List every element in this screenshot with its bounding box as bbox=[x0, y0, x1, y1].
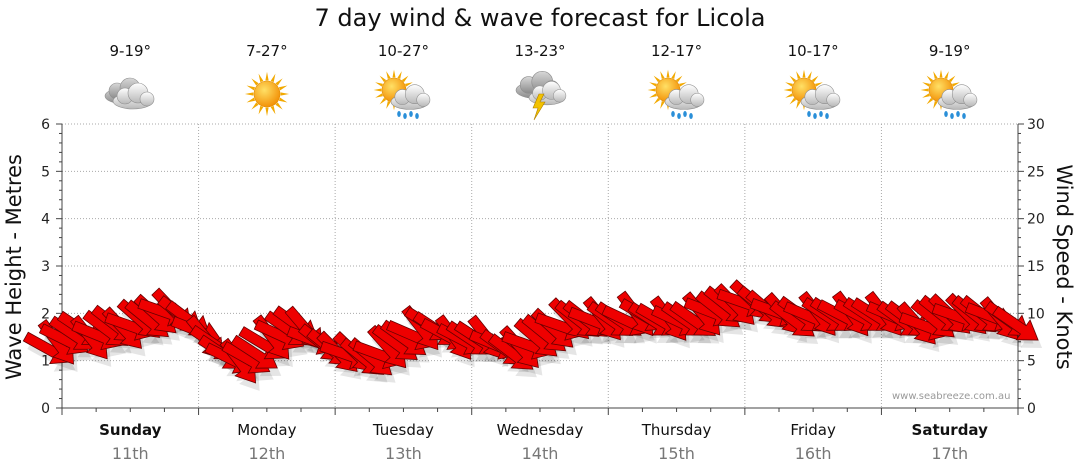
day-temperature: 12-17° bbox=[651, 42, 703, 60]
x-tick-label-date: 15th bbox=[658, 444, 695, 463]
sun-rain-icon bbox=[642, 64, 712, 124]
x-tick-label-date: 11th bbox=[111, 444, 149, 463]
y-right-tick-label: 5 bbox=[1027, 354, 1036, 370]
y-right-tick-label: 20 bbox=[1027, 212, 1045, 228]
storm-icon bbox=[505, 64, 575, 124]
wind-arrow bbox=[230, 334, 278, 369]
x-tick-label-day: Friday bbox=[790, 421, 836, 439]
x-tick-label-date: 16th bbox=[794, 444, 832, 463]
temperature-row: 9-19° 7-27° 10-27° 13-23° 12-17° 10-17° 9-19° bbox=[0, 42, 1080, 66]
day-temperature: 10-27° bbox=[377, 42, 429, 60]
x-tick-label-date: 12th bbox=[248, 444, 286, 463]
y-left-tick-label: 5 bbox=[41, 164, 50, 180]
y-left-tick-label: 1 bbox=[41, 354, 50, 370]
x-tick-label-day: Thursday bbox=[641, 421, 712, 439]
x-tick-label-date: 13th bbox=[385, 444, 422, 463]
chart-title: 7 day wind & wave forecast for Licola bbox=[314, 4, 766, 32]
axes: 0 1 2 3 4 5 6 0 5 10 15 20 25 30 bbox=[41, 117, 1045, 417]
day-temperature: 13-23° bbox=[514, 42, 566, 60]
x-tick-label-day: Tuesday bbox=[372, 421, 434, 439]
y-right-tick-label: 15 bbox=[1027, 259, 1045, 275]
y-right-tick-label: 30 bbox=[1027, 117, 1045, 133]
y-left-tick-label: 0 bbox=[41, 401, 50, 417]
x-tick-label-day: Saturday bbox=[911, 421, 988, 439]
y-right-tick-label: 0 bbox=[1027, 401, 1036, 417]
y-right-tick-label: 10 bbox=[1027, 306, 1045, 322]
x-tick-label-date: 17th bbox=[931, 444, 969, 463]
cloud-icon bbox=[95, 64, 165, 124]
wind-arrow bbox=[991, 305, 1039, 341]
sun-rain-icon bbox=[778, 64, 848, 124]
y-left-tick-label: 3 bbox=[41, 259, 50, 275]
day-temperature: 9-19° bbox=[928, 42, 971, 60]
day-temperature: 9-19° bbox=[109, 42, 152, 60]
sun-rain-icon bbox=[368, 64, 438, 124]
grid-lines bbox=[62, 123, 1018, 408]
y-left-tick-label: 4 bbox=[41, 212, 50, 228]
sun-rain-icon bbox=[915, 64, 985, 124]
wind-arrows bbox=[22, 279, 1039, 384]
credit-text: www.seabreeze.com.au bbox=[892, 391, 1011, 402]
day-temperature: 10-17° bbox=[787, 42, 839, 60]
x-tick-label-day: Wednesday bbox=[496, 421, 584, 439]
x-tick-label-date: 14th bbox=[521, 444, 559, 463]
x-tick-label-day: Sunday bbox=[99, 421, 162, 439]
y-left-tick-label: 6 bbox=[41, 117, 50, 133]
sun-icon bbox=[232, 64, 302, 124]
y-right-tick-label: 25 bbox=[1027, 164, 1045, 180]
weather-icon-row bbox=[0, 64, 1080, 124]
x-tick-label-day: Monday bbox=[237, 421, 297, 439]
y-left-tick-label: 2 bbox=[41, 306, 50, 322]
day-temperature: 7-27° bbox=[246, 42, 288, 60]
